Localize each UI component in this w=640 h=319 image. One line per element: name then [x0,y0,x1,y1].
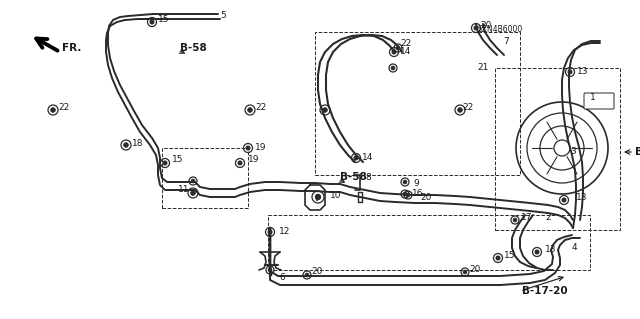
Circle shape [474,26,478,30]
Text: 2: 2 [545,213,550,222]
Circle shape [323,108,327,112]
Circle shape [354,156,358,160]
Circle shape [396,46,400,50]
Text: 15: 15 [504,250,515,259]
Bar [162,148,248,208]
Text: 22: 22 [462,103,473,113]
Circle shape [391,66,395,70]
Circle shape [403,180,407,184]
Text: 20: 20 [469,264,481,273]
Text: 20: 20 [480,20,492,29]
Circle shape [248,108,252,112]
Circle shape [191,179,195,183]
Text: 11: 11 [178,186,189,195]
Text: B-57: B-57 [635,147,640,157]
Text: 7: 7 [503,38,509,47]
Text: 19: 19 [255,143,266,152]
Text: 14: 14 [400,48,412,56]
Text: 5: 5 [220,11,226,19]
Circle shape [458,108,462,112]
Circle shape [568,70,572,74]
Text: 15: 15 [158,16,170,25]
Text: B-58: B-58 [340,172,367,182]
Circle shape [305,273,309,277]
Text: 6: 6 [279,272,285,281]
Circle shape [51,108,55,112]
Circle shape [496,256,500,260]
Bar [495,68,620,230]
Circle shape [238,161,242,165]
Text: 17: 17 [521,213,532,222]
Text: 8: 8 [365,174,371,182]
FancyBboxPatch shape [584,93,614,109]
Text: 4: 4 [572,243,578,253]
Circle shape [150,20,154,24]
Text: 1: 1 [590,93,596,102]
Text: 20: 20 [420,194,431,203]
Text: 20: 20 [311,268,323,277]
Text: 13: 13 [545,246,557,255]
Circle shape [191,191,195,195]
Text: 13: 13 [576,194,588,203]
Circle shape [268,230,272,234]
Text: 22: 22 [58,103,69,113]
Text: 9: 9 [413,179,419,188]
Circle shape [406,193,410,197]
Text: B-58: B-58 [180,43,207,53]
Bar [315,32,520,175]
Text: 22: 22 [400,40,412,48]
Text: 21: 21 [477,63,488,72]
Circle shape [513,218,517,222]
Bar [268,215,590,270]
Circle shape [535,250,539,254]
Text: 12: 12 [279,227,291,236]
Text: 19: 19 [248,155,259,165]
Text: FR.: FR. [62,43,81,53]
Circle shape [163,161,167,165]
Text: B-17-20: B-17-20 [522,286,568,296]
Circle shape [124,143,128,147]
Circle shape [403,192,407,196]
Text: 14: 14 [362,153,373,162]
Text: 13: 13 [577,68,589,77]
Circle shape [562,198,566,202]
Circle shape [392,50,396,54]
Circle shape [268,268,272,272]
Circle shape [246,146,250,150]
Text: 22: 22 [255,103,266,113]
Text: 3: 3 [570,147,576,157]
Text: SZN4B6000: SZN4B6000 [478,26,524,34]
Circle shape [463,270,467,274]
Text: 10: 10 [330,190,342,199]
Text: 16: 16 [412,189,424,197]
Circle shape [316,194,321,200]
Text: 15: 15 [172,155,184,165]
Text: 18: 18 [132,138,143,147]
